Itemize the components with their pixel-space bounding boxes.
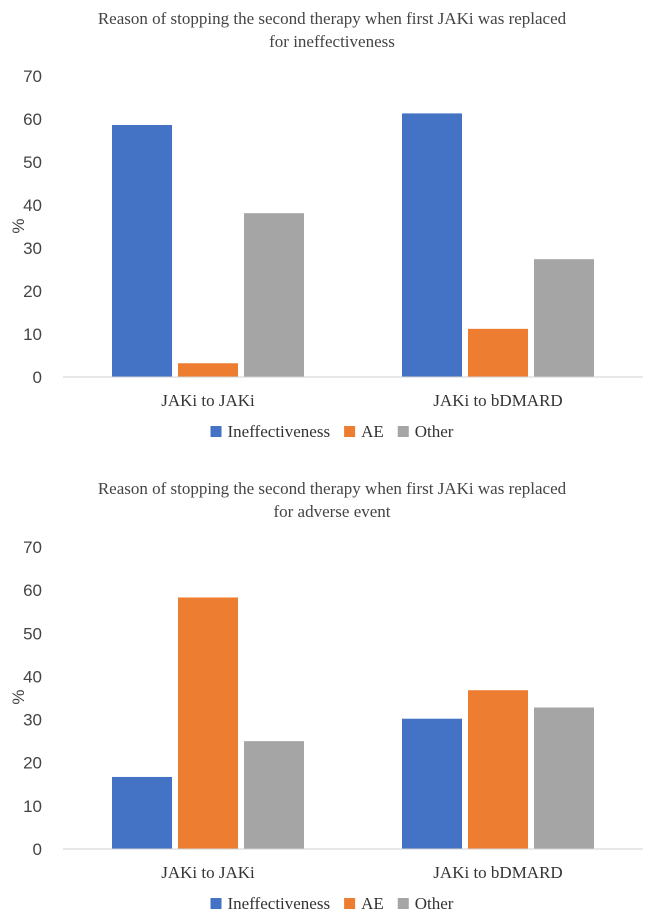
chart-adverse-event: Reason of stopping the second therapy wh… — [0, 470, 663, 917]
legend-swatch-ae — [344, 426, 356, 437]
chart-title-line: Reason of stopping the second therapy wh… — [98, 9, 567, 28]
y-axis-label: % — [9, 689, 28, 704]
x-category-label: JAKi to bDMARD — [433, 863, 562, 882]
bar-ineffectiveness — [112, 776, 172, 849]
y-tick-label: 50 — [23, 624, 42, 643]
bar-ae — [468, 690, 528, 849]
x-category-label: JAKi to JAKi — [161, 863, 255, 882]
y-tick-label: 10 — [23, 325, 42, 344]
bar-other — [244, 741, 304, 849]
bar-ae — [178, 363, 238, 377]
legend-swatch-ineffectiveness — [210, 898, 222, 909]
legend-label: AE — [361, 894, 384, 913]
y-tick-label: 60 — [23, 110, 42, 129]
bar-ae — [178, 597, 238, 849]
y-tick-label: 20 — [23, 754, 42, 773]
y-tick-label: 0 — [33, 368, 42, 387]
y-tick-label: 50 — [23, 153, 42, 172]
legend-label: Ineffectiveness — [228, 422, 331, 441]
y-tick-label: 10 — [23, 797, 42, 816]
legend-swatch-ineffectiveness — [210, 426, 222, 437]
legend-label: Other — [415, 894, 454, 913]
chart-adverse-event-svg: Reason of stopping the second therapy wh… — [9, 479, 643, 913]
bar-ae — [468, 328, 528, 377]
x-category-label: JAKi to bDMARD — [433, 391, 562, 410]
y-tick-label: 20 — [23, 282, 42, 301]
legend: Ineffectiveness AE Other — [210, 422, 454, 441]
chart-title-line: for ineffectiveness — [269, 32, 395, 51]
legend-label: AE — [361, 422, 384, 441]
legend: Ineffectiveness AE Other — [210, 894, 454, 913]
bar-other — [534, 259, 594, 377]
legend-swatch-other — [397, 426, 409, 437]
bar-ineffectiveness — [402, 113, 462, 377]
y-tick-label: 40 — [23, 667, 42, 686]
x-category-label: JAKi to JAKi — [161, 391, 255, 410]
legend-label: Other — [415, 422, 454, 441]
bar-ineffectiveness — [112, 125, 172, 378]
chart-ineffectiveness-svg: Reason of stopping the second therapy wh… — [9, 9, 643, 441]
y-tick-label: 70 — [23, 67, 42, 86]
bar-ineffectiveness — [402, 718, 462, 849]
y-tick-label: 0 — [33, 840, 42, 859]
chart-title-line: Reason of stopping the second therapy wh… — [98, 479, 567, 498]
bar-other — [534, 707, 594, 849]
chart-ineffectiveness: Reason of stopping the second therapy wh… — [0, 0, 663, 458]
y-tick-label: 30 — [23, 711, 42, 730]
y-tick-label: 40 — [23, 196, 42, 215]
y-tick-label: 30 — [23, 239, 42, 258]
legend-swatch-ae — [344, 898, 356, 909]
legend-label: Ineffectiveness — [228, 894, 331, 913]
y-tick-label: 60 — [23, 581, 42, 600]
legend-swatch-other — [397, 898, 409, 909]
chart-title-line: for adverse event — [273, 502, 390, 521]
y-tick-label: 70 — [23, 538, 42, 557]
y-axis-label: % — [9, 218, 28, 233]
bar-other — [244, 213, 304, 377]
